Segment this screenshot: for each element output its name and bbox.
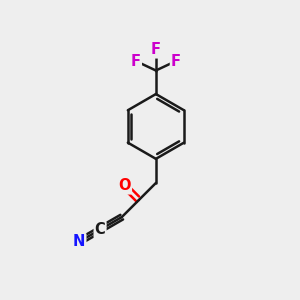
Text: F: F: [171, 54, 181, 69]
Text: C: C: [95, 222, 105, 237]
Text: N: N: [73, 234, 85, 249]
Text: O: O: [118, 178, 131, 194]
Text: F: F: [151, 42, 161, 57]
Text: F: F: [131, 54, 141, 69]
